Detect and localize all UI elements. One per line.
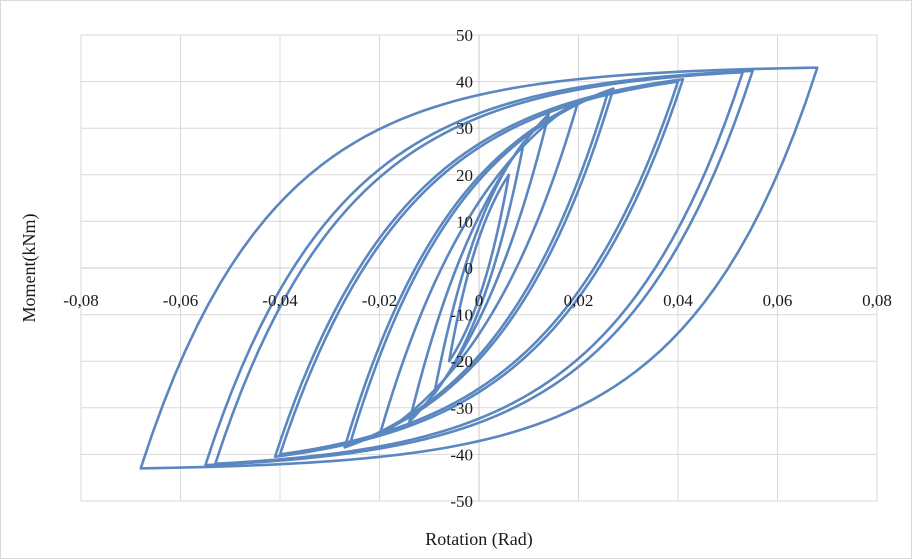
x-tick-label: 0,02 (564, 291, 594, 310)
x-tick-label: 0,08 (862, 291, 892, 310)
y-tick-label: 30 (456, 119, 473, 138)
hysteresis-loop-7 (278, 80, 680, 456)
x-tick-label: 0,06 (763, 291, 793, 310)
y-tick-label: -30 (450, 399, 473, 418)
x-tick-label: -0,02 (362, 291, 397, 310)
x-axis-title: Rotation (Rad) (425, 529, 532, 550)
y-tick-label: -50 (450, 492, 473, 511)
hysteresis-loop-6 (343, 87, 615, 449)
y-tick-labels: 50 40 30 20 10 0 -10 -20 -30 -40 -50 (450, 26, 473, 511)
y-tick-label: 40 (456, 73, 473, 92)
x-tick-label: 0 (475, 291, 484, 310)
y-tick-label: 0 (465, 259, 474, 278)
y-tick-label: -40 (450, 445, 473, 464)
x-tick-label: 0,04 (663, 291, 693, 310)
y-tick-label: -10 (450, 306, 473, 325)
hysteresis-loop-1 (447, 173, 511, 363)
x-tick-label: -0,04 (262, 291, 298, 310)
y-tick-label: 10 (456, 212, 473, 231)
hysteresis-loop-10 (204, 69, 754, 467)
x-tick-label: -0,06 (163, 291, 198, 310)
x-tick-labels: -0,08 -0,06 -0,04 -0,02 0 0,02 0,04 0,06 0,08 (63, 291, 892, 310)
x-tick-label: -0,08 (63, 291, 98, 310)
y-tick-label: -20 (450, 352, 473, 371)
y-axis-title: Moment(kNm) (19, 214, 40, 323)
hysteresis-loop-3 (408, 112, 550, 424)
grid-lines (80, 34, 878, 502)
y-tick-label: 20 (456, 166, 473, 185)
hysteresis-loop-8 (273, 77, 685, 459)
y-tick-label: 50 (456, 26, 473, 45)
hysteresis-loop-11 (139, 66, 819, 470)
series-moment-rotation (139, 66, 819, 470)
